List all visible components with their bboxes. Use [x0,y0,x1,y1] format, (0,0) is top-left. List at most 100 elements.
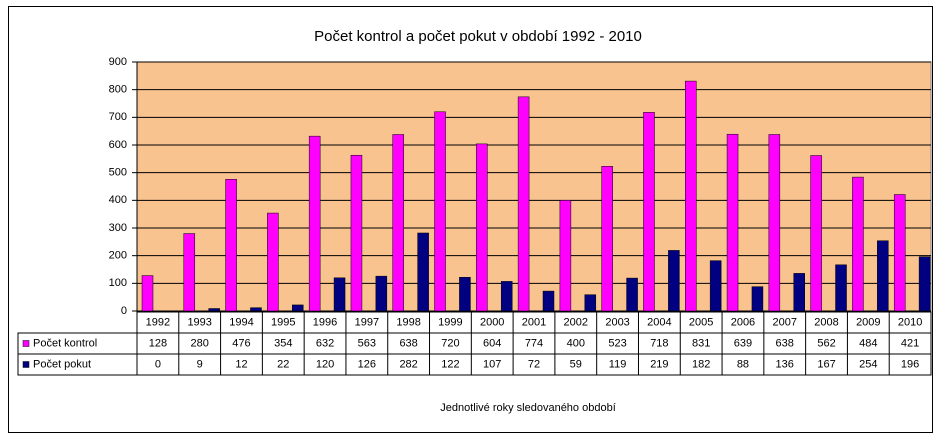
bar [417,232,429,312]
table-value: 523 [608,337,626,349]
table-value: 22 [277,358,289,370]
table-value: 282 [399,358,417,370]
y-tick-label: 200 [109,250,127,262]
bar [668,250,680,312]
table-value: 122 [441,358,459,370]
y-tick-label: 500 [109,167,127,179]
bar [333,277,346,312]
table-value: 774 [525,337,543,349]
x-tick-label: 1995 [271,316,295,328]
table-value: 167 [817,358,835,370]
bar [709,260,722,312]
table-value: 638 [399,337,417,349]
table-value: 12 [235,358,247,370]
x-tick-label: 2007 [772,316,796,328]
chart-title: Počet kontrol a počet pokut v období 199… [314,28,642,45]
table-value: 484 [859,337,877,349]
table-value: 0 [155,358,161,370]
bar [392,134,404,312]
x-tick-label: 2010 [898,316,922,328]
y-tick-label: 400 [109,194,127,206]
x-tick-label: 2000 [480,316,504,328]
x-tick-label: 1997 [355,316,379,328]
bar [852,176,864,312]
x-tick-label: 1993 [187,316,211,328]
bar [350,154,363,312]
y-tick-label: 900 [109,56,127,68]
x-tick-label: 2001 [522,316,546,328]
bar [292,304,304,312]
table-value: 254 [859,358,877,370]
y-tick-label: 800 [109,84,127,96]
bar [793,273,805,312]
table-value: 421 [901,337,919,349]
x-tick-label: 2004 [647,316,671,328]
table-value: 128 [149,337,167,349]
table-value: 126 [358,358,376,370]
bar [877,240,889,312]
table-value: 638 [776,337,794,349]
y-tick-label: 300 [109,222,127,234]
table-value: 718 [650,337,668,349]
bar [500,281,513,312]
bar [584,294,597,312]
table-value: 196 [901,358,919,370]
table-value: 182 [692,358,710,370]
bar [918,256,931,312]
x-tick-label: 1999 [438,316,462,328]
table-value: 59 [570,358,582,370]
bar [601,166,613,312]
bar [542,290,555,312]
x-tick-label: 1992 [146,316,170,328]
table-value: 632 [316,337,334,349]
table-value: 219 [650,358,668,370]
x-tick-label: 2003 [605,316,629,328]
table-value: 136 [776,358,794,370]
table-value: 562 [817,337,835,349]
table-value: 563 [358,337,376,349]
bar [643,112,655,312]
bar [517,96,530,312]
bar [726,133,739,312]
bar [375,275,388,312]
table-value: 107 [483,358,501,370]
table-value: 400 [567,337,585,349]
table-value: 639 [734,337,752,349]
bar [476,143,488,312]
bar [183,233,196,312]
bar [751,286,764,312]
table-value: 476 [232,337,250,349]
y-tick-label: 600 [109,139,127,151]
y-tick-label: 700 [109,111,127,123]
bar [835,264,847,312]
bar [768,134,781,312]
bar [250,307,262,312]
legend-swatch [22,340,30,347]
bar [308,135,321,312]
bar [685,80,697,312]
y-tick-label: 0 [121,305,127,317]
table-value: 72 [528,358,540,370]
bar [810,155,822,312]
legend-swatch [22,361,30,368]
x-tick-label: 2006 [731,316,755,328]
table-value: 119 [609,358,627,370]
bar [225,179,237,312]
legend-label: Počet pokut [33,358,91,370]
bar [893,194,906,312]
table-value: 604 [483,337,501,349]
bar [559,200,572,312]
bar [626,277,638,312]
y-tick-label: 100 [109,277,127,289]
bar [141,275,154,312]
bar [267,212,279,312]
x-tick-label: 2005 [689,316,713,328]
table-value: 354 [274,337,292,349]
legend-label: Počet kontrol [33,337,97,349]
table-value: 120 [316,358,334,370]
bar [459,276,471,312]
x-tick-label: 1996 [313,316,337,328]
x-tick-label: 2009 [856,316,880,328]
table-value: 831 [692,337,710,349]
